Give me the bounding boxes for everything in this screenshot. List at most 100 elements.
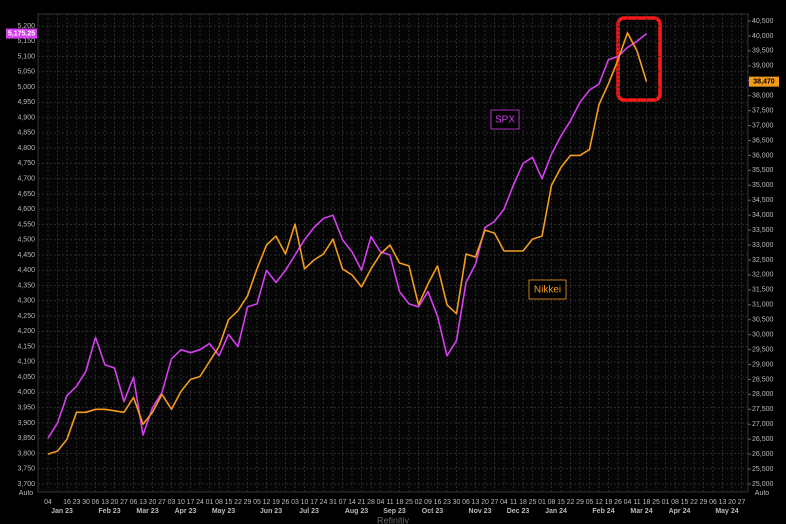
x-tick-label: 18 — [643, 499, 651, 506]
x-tick-label: 30 — [82, 499, 90, 506]
y2-tick-label: 34,500 — [752, 197, 774, 204]
y2-tick-label: 26,000 — [752, 451, 774, 458]
series-line — [47, 32, 648, 455]
y-tick-label: 5,100 — [17, 53, 35, 60]
last-value-box — [749, 76, 779, 87]
y2-tick-label: 33,000 — [752, 242, 774, 249]
y2-tick-label: 35,500 — [752, 167, 774, 174]
x-month-label: May 24 — [715, 508, 738, 515]
y2-tick-label: 33,500 — [752, 227, 774, 234]
y2-tick-label: 32,000 — [752, 272, 774, 279]
x-tick-label: 03 — [291, 499, 299, 506]
y2-tick-label: 30,500 — [752, 317, 774, 324]
y-tick-label: 4,550 — [17, 221, 35, 228]
y-tick-label: 3,800 — [17, 450, 35, 457]
y-tick-label: 4,450 — [17, 252, 35, 259]
x-tick-label: 06 — [462, 499, 470, 506]
y2-tick-label: 39,500 — [752, 48, 774, 55]
x-tick-label: 15 — [557, 499, 565, 506]
y2-tick-label: 32,500 — [752, 257, 774, 264]
y2-tick-label: 31,000 — [752, 302, 774, 309]
x-tick-label: 26 — [614, 499, 622, 506]
y2-tick-label: 34,000 — [752, 212, 774, 219]
y2-tick-label: 29,500 — [752, 346, 774, 353]
y2-tick-label: 29,000 — [752, 361, 774, 368]
x-month-label: Jan 23 — [51, 508, 73, 515]
labels: 3,700 3,750 3,800 3,850 3,900 3,950 4,000 4,050… — [6, 18, 779, 515]
y-tick-label: 4,600 — [17, 206, 35, 213]
y-tick-label: 4,200 — [17, 328, 35, 335]
y-tick-label: 4,650 — [17, 191, 35, 198]
y-tick-label: 4,750 — [17, 160, 35, 167]
x-tick-label: 28 — [367, 499, 375, 506]
legend-box — [490, 109, 520, 130]
x-tick-label: 08 — [548, 499, 556, 506]
legend-label: Nikkei — [534, 285, 561, 296]
x-tick-label: 31 — [329, 499, 337, 506]
y-tick-label: 4,900 — [17, 114, 35, 121]
x-tick-label: 22 — [567, 499, 575, 506]
y2-tick-label: 25,500 — [752, 466, 774, 473]
y2-tick-label: 38,000 — [752, 93, 774, 100]
y2-tick-label: 39,000 — [752, 63, 774, 70]
x-tick-label: 18 — [519, 499, 527, 506]
y-tick-label: 5,050 — [17, 69, 35, 76]
y-tick-label: 4,800 — [17, 145, 35, 152]
x-tick-label: 11 — [386, 499, 393, 506]
x-month-label: Apr 23 — [175, 508, 197, 515]
x-tick-label: 12 — [595, 499, 603, 506]
x-tick-label: 29 — [700, 499, 708, 506]
x-tick-label: 13 — [139, 499, 147, 506]
x-tick-label: 29 — [576, 499, 584, 506]
y-tick-label: 3,750 — [17, 466, 35, 473]
x-tick-label: 08 — [671, 499, 679, 506]
y2-tick-label: 40,500 — [752, 18, 774, 25]
x-tick-label: 12 — [263, 499, 271, 506]
x-tick-label: 27 — [738, 499, 746, 506]
x-tick-label: 27 — [158, 499, 166, 506]
x-tick-label: 14 — [348, 499, 356, 506]
x-tick-label: 24 — [196, 499, 204, 506]
y2-tick-label: 28,500 — [752, 376, 774, 383]
legend-box — [528, 279, 567, 300]
auto-label: Auto — [755, 490, 770, 497]
x-tick-label: 10 — [177, 499, 185, 506]
x-month-label: May 23 — [212, 508, 235, 515]
y-tick-label: 4,100 — [17, 359, 35, 366]
x-tick-label: 22 — [234, 499, 242, 506]
x-tick-label: 23 — [443, 499, 451, 506]
y2-tick-label: 30,000 — [752, 331, 774, 338]
x-tick-label: 27 — [120, 499, 128, 506]
y-tick-label: 4,850 — [17, 130, 35, 137]
last-value-label: 5,175.25 — [8, 30, 35, 37]
x-month-label: Jan 24 — [545, 508, 567, 515]
last-value-label: 38,470 — [753, 78, 775, 85]
y-tick-label: 4,350 — [17, 282, 35, 289]
x-tick-label: 19 — [272, 499, 280, 506]
x-tick-label: 20 — [481, 499, 489, 506]
x-tick-label: 15 — [225, 499, 233, 506]
plot-area — [37, 13, 749, 493]
x-tick-label: 05 — [253, 499, 261, 506]
x-tick-label: 06 — [709, 499, 717, 506]
x-tick-label: 16 — [63, 499, 71, 506]
x-month-label: Mar 24 — [630, 508, 652, 515]
y2-tick-label: 26,500 — [752, 436, 774, 443]
x-tick-label: 01 — [538, 499, 546, 506]
x-tick-label: 05 — [586, 499, 594, 506]
y-tick-label: 4,000 — [17, 389, 35, 396]
x-tick-label: 22 — [690, 499, 698, 506]
x-month-label: Jun 23 — [260, 508, 282, 515]
x-tick-label: 20 — [728, 499, 736, 506]
x-month-label: Feb 24 — [592, 508, 614, 515]
x-tick-label: 13 — [472, 499, 480, 506]
x-tick-label: 18 — [396, 499, 404, 506]
y2-tick-label: 31,500 — [752, 287, 774, 294]
y2-tick-label: 37,500 — [752, 107, 774, 114]
y2-tick-label: 28,000 — [752, 391, 774, 398]
x-tick-label: 04 — [500, 499, 508, 506]
x-tick-label: 20 — [149, 499, 157, 506]
y2-tick-label: 35,000 — [752, 182, 774, 189]
x-tick-label: 10 — [301, 499, 309, 506]
x-tick-label: 30 — [453, 499, 461, 506]
